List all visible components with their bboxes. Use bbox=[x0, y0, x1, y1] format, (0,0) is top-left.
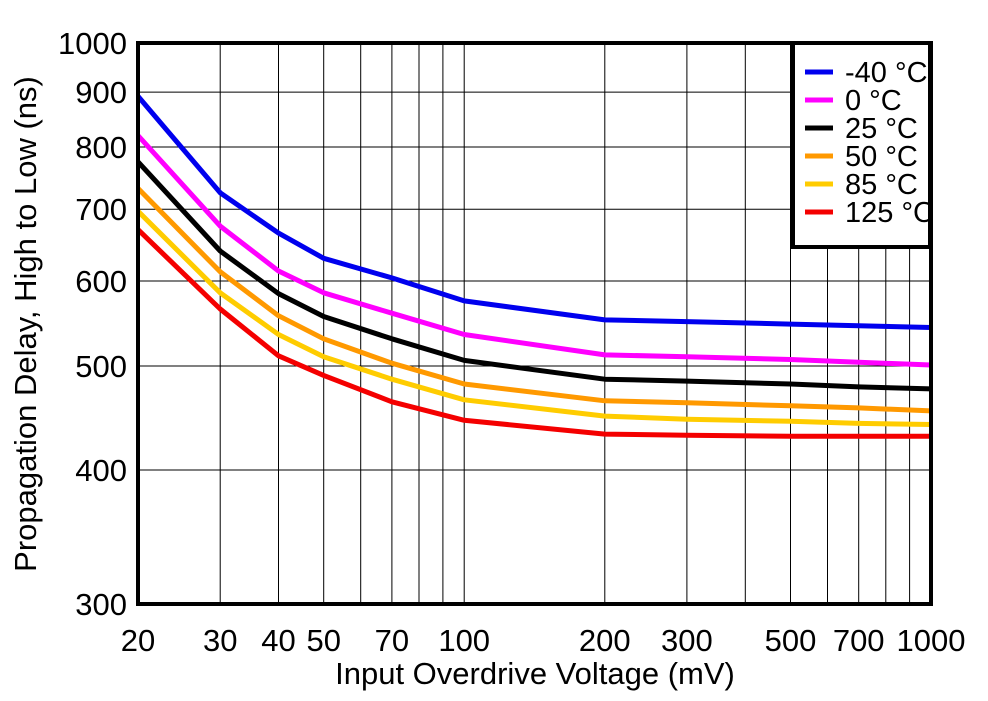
y-tick-label-900: 900 bbox=[75, 75, 127, 110]
y-tick-label-800: 800 bbox=[75, 130, 127, 165]
legend-label: 25 °C bbox=[845, 113, 918, 145]
series-line-50c bbox=[136, 186, 932, 414]
x-tick-label-70: 70 bbox=[375, 623, 409, 658]
legend-entry-50c: 50 °C bbox=[805, 141, 918, 173]
x-tick-label-20: 20 bbox=[121, 623, 155, 658]
x-tick-label-30: 30 bbox=[203, 623, 237, 658]
legend-entry-40c: -40 °C bbox=[805, 57, 928, 89]
series-line-85c bbox=[136, 209, 932, 427]
y-tick-label-700: 700 bbox=[75, 192, 127, 227]
legend-label: -40 °C bbox=[845, 57, 928, 89]
legend-entry-85c: 85 °C bbox=[805, 169, 918, 201]
x-axis-title: Input Overdrive Voltage (mV) bbox=[335, 656, 735, 691]
series-line-125c bbox=[136, 227, 931, 439]
series-line-0c bbox=[136, 133, 932, 368]
legend-label: 50 °C bbox=[845, 141, 918, 173]
y-tick-label-1000: 1000 bbox=[58, 26, 127, 61]
y-tick-label-300: 300 bbox=[75, 587, 127, 622]
plot-border bbox=[136, 41, 933, 606]
series-line-25c bbox=[136, 160, 932, 392]
y-tick-label-400: 400 bbox=[75, 453, 127, 488]
y-tick-label-500: 500 bbox=[75, 349, 127, 384]
x-tick-label-1000: 1000 bbox=[897, 623, 966, 658]
legend-entry-125c: 125 °C bbox=[805, 197, 934, 229]
x-tick-label-100: 100 bbox=[438, 623, 490, 658]
x-tick-label-300: 300 bbox=[661, 623, 713, 658]
x-tick-label-40: 40 bbox=[261, 623, 295, 658]
legend-entry-0c: 0 °C bbox=[805, 85, 902, 117]
legend-label: 85 °C bbox=[845, 169, 918, 201]
x-axis-tick-labels: 20 30 40 50 70 100 200 300 500 700 1000 bbox=[121, 623, 966, 658]
x-tick-label-500: 500 bbox=[765, 623, 817, 658]
x-tick-label-200: 200 bbox=[579, 623, 631, 658]
series-line-40c bbox=[136, 94, 932, 330]
y-tick-label-600: 600 bbox=[75, 264, 127, 299]
x-tick-label-700: 700 bbox=[833, 623, 885, 658]
legend-label: 0 °C bbox=[845, 85, 902, 117]
x-tick-label-50: 50 bbox=[306, 623, 340, 658]
legend-entry-25c: 25 °C bbox=[805, 113, 918, 145]
legend-label: 125 °C bbox=[845, 197, 934, 229]
series-lines bbox=[136, 94, 932, 439]
y-axis-tick-labels: 300 400 500 600 700 800 900 1000 bbox=[58, 26, 127, 622]
y-axis-title: Propagation Delay, High to Low (ns) bbox=[8, 76, 43, 572]
